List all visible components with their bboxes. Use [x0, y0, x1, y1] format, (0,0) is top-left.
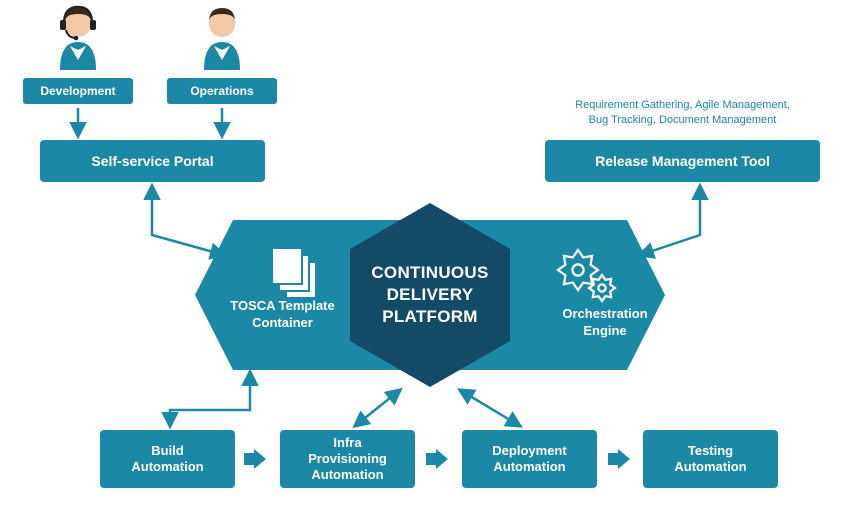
- release-mgmt-box: Release Management Tool: [545, 140, 820, 182]
- tosca-label: TOSCA TemplateContainer: [220, 298, 345, 332]
- pipeline-box: Infra Provisioning Automation: [280, 430, 415, 488]
- hexagon-label: CONTINUOUSDELIVERYPLATFORM: [352, 262, 508, 328]
- pipeline-box: Build Automation: [100, 430, 235, 488]
- person-avatar: [194, 0, 250, 70]
- orchestration-label: OrchestrationEngine: [545, 306, 665, 340]
- self-service-portal-box: Self-service Portal: [40, 140, 265, 182]
- pipeline-box: Testing Automation: [643, 430, 778, 488]
- pipeline-box: Deployment Automation: [462, 430, 597, 488]
- person-label: Development: [23, 78, 133, 104]
- release-subtitle: Requirement Gathering, Agile Management,…: [540, 98, 825, 128]
- person-avatar: [50, 0, 106, 70]
- person-label: Operations: [167, 78, 277, 104]
